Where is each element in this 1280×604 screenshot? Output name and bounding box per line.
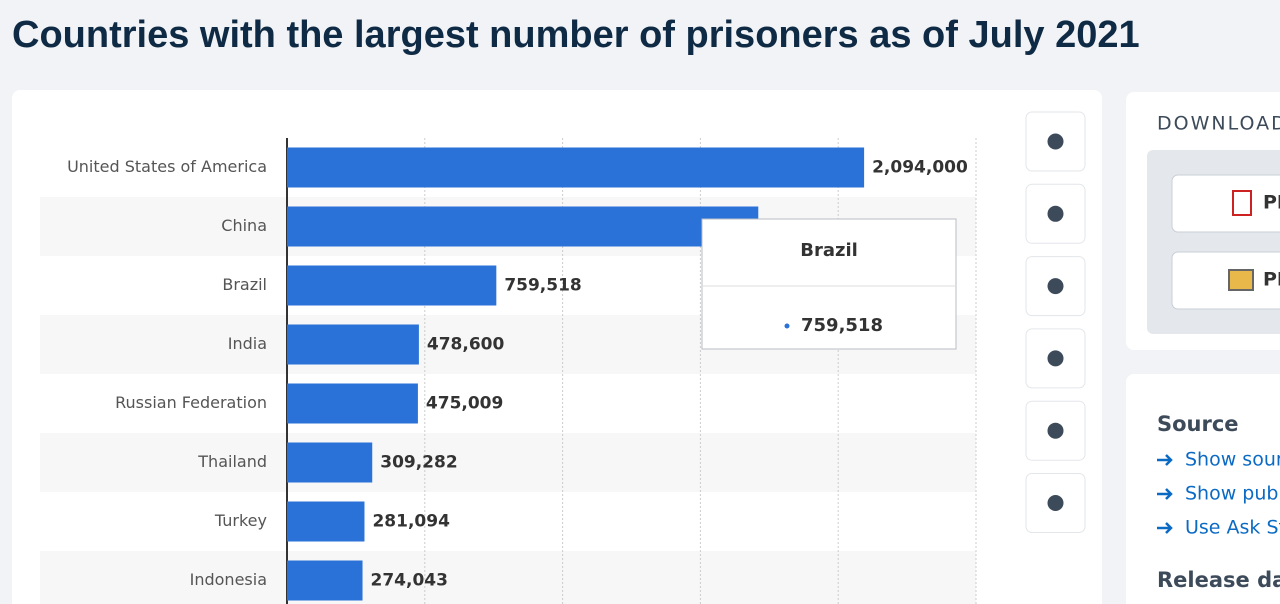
tooltip: Brazil 759,518 <box>701 218 957 350</box>
share-icon <box>1047 350 1064 367</box>
pdf-icon <box>1232 190 1252 216</box>
source-card <box>1126 374 1280 604</box>
png-button[interactable] <box>1171 251 1280 310</box>
row-stripe <box>40 433 976 492</box>
tooltip-value: 759,518 <box>801 315 883 336</box>
release-heading: Release date <box>1157 568 1280 592</box>
category-label: Brazil <box>222 275 267 294</box>
tooltip-title: Brazil <box>800 240 858 261</box>
toolbar <box>1025 111 1086 533</box>
source-link[interactable]: Show publisher information <box>1185 483 1280 505</box>
row-stripe <box>40 551 976 604</box>
category-label: Indonesia <box>190 570 267 589</box>
bar <box>287 442 373 483</box>
source-link[interactable]: Show source <box>1185 449 1280 471</box>
cite-icon <box>1047 422 1064 439</box>
category-label: Russian Federation <box>115 393 267 412</box>
link-arrow <box>1157 454 1173 466</box>
source-heading: Source <box>1157 412 1239 436</box>
value-label: 274,043 <box>371 571 448 591</box>
bar <box>287 383 418 424</box>
png-label[interactable]: PNG <box>1263 269 1280 291</box>
pdf-button[interactable] <box>1171 174 1280 233</box>
category-label: India <box>228 334 267 353</box>
value-label: 309,282 <box>380 453 457 473</box>
value-label: 478,600 <box>427 335 505 355</box>
bar <box>287 501 365 542</box>
tooltip-dot <box>784 323 790 329</box>
value-label: 2,094,000 <box>872 158 968 178</box>
plot: United States of America 2,094,000 China Br… <box>40 138 977 604</box>
category-label: Thailand <box>197 452 267 471</box>
value-label: 759,518 <box>504 276 581 296</box>
category-label: United States of America <box>67 157 267 176</box>
tooltip-box <box>701 218 957 350</box>
png-icon <box>1228 269 1254 291</box>
settings-icon <box>1047 278 1064 295</box>
pdf-label[interactable]: PDF <box>1263 192 1280 214</box>
source-links: Show source Show publisher information Use… <box>1157 449 1280 539</box>
value-label: 281,094 <box>372 512 450 532</box>
download-heading: DOWNLOAD <box>1157 113 1280 135</box>
bar <box>287 324 419 365</box>
bar <box>287 206 759 247</box>
notify-icon <box>1047 205 1064 222</box>
link-arrow <box>1157 488 1173 500</box>
link-arrow <box>1157 522 1173 534</box>
category-label: Turkey <box>214 511 267 530</box>
favorite-icon <box>1047 133 1064 150</box>
bar <box>287 147 865 188</box>
category-label: China <box>221 216 267 235</box>
bar <box>287 265 497 306</box>
bar <box>287 560 363 601</box>
print-icon <box>1047 495 1064 511</box>
source-link[interactable]: Use Ask Statista Research Service <box>1185 517 1280 539</box>
value-label: 475,009 <box>426 394 503 414</box>
page-title: Countries with the largest number of pri… <box>12 14 1140 56</box>
